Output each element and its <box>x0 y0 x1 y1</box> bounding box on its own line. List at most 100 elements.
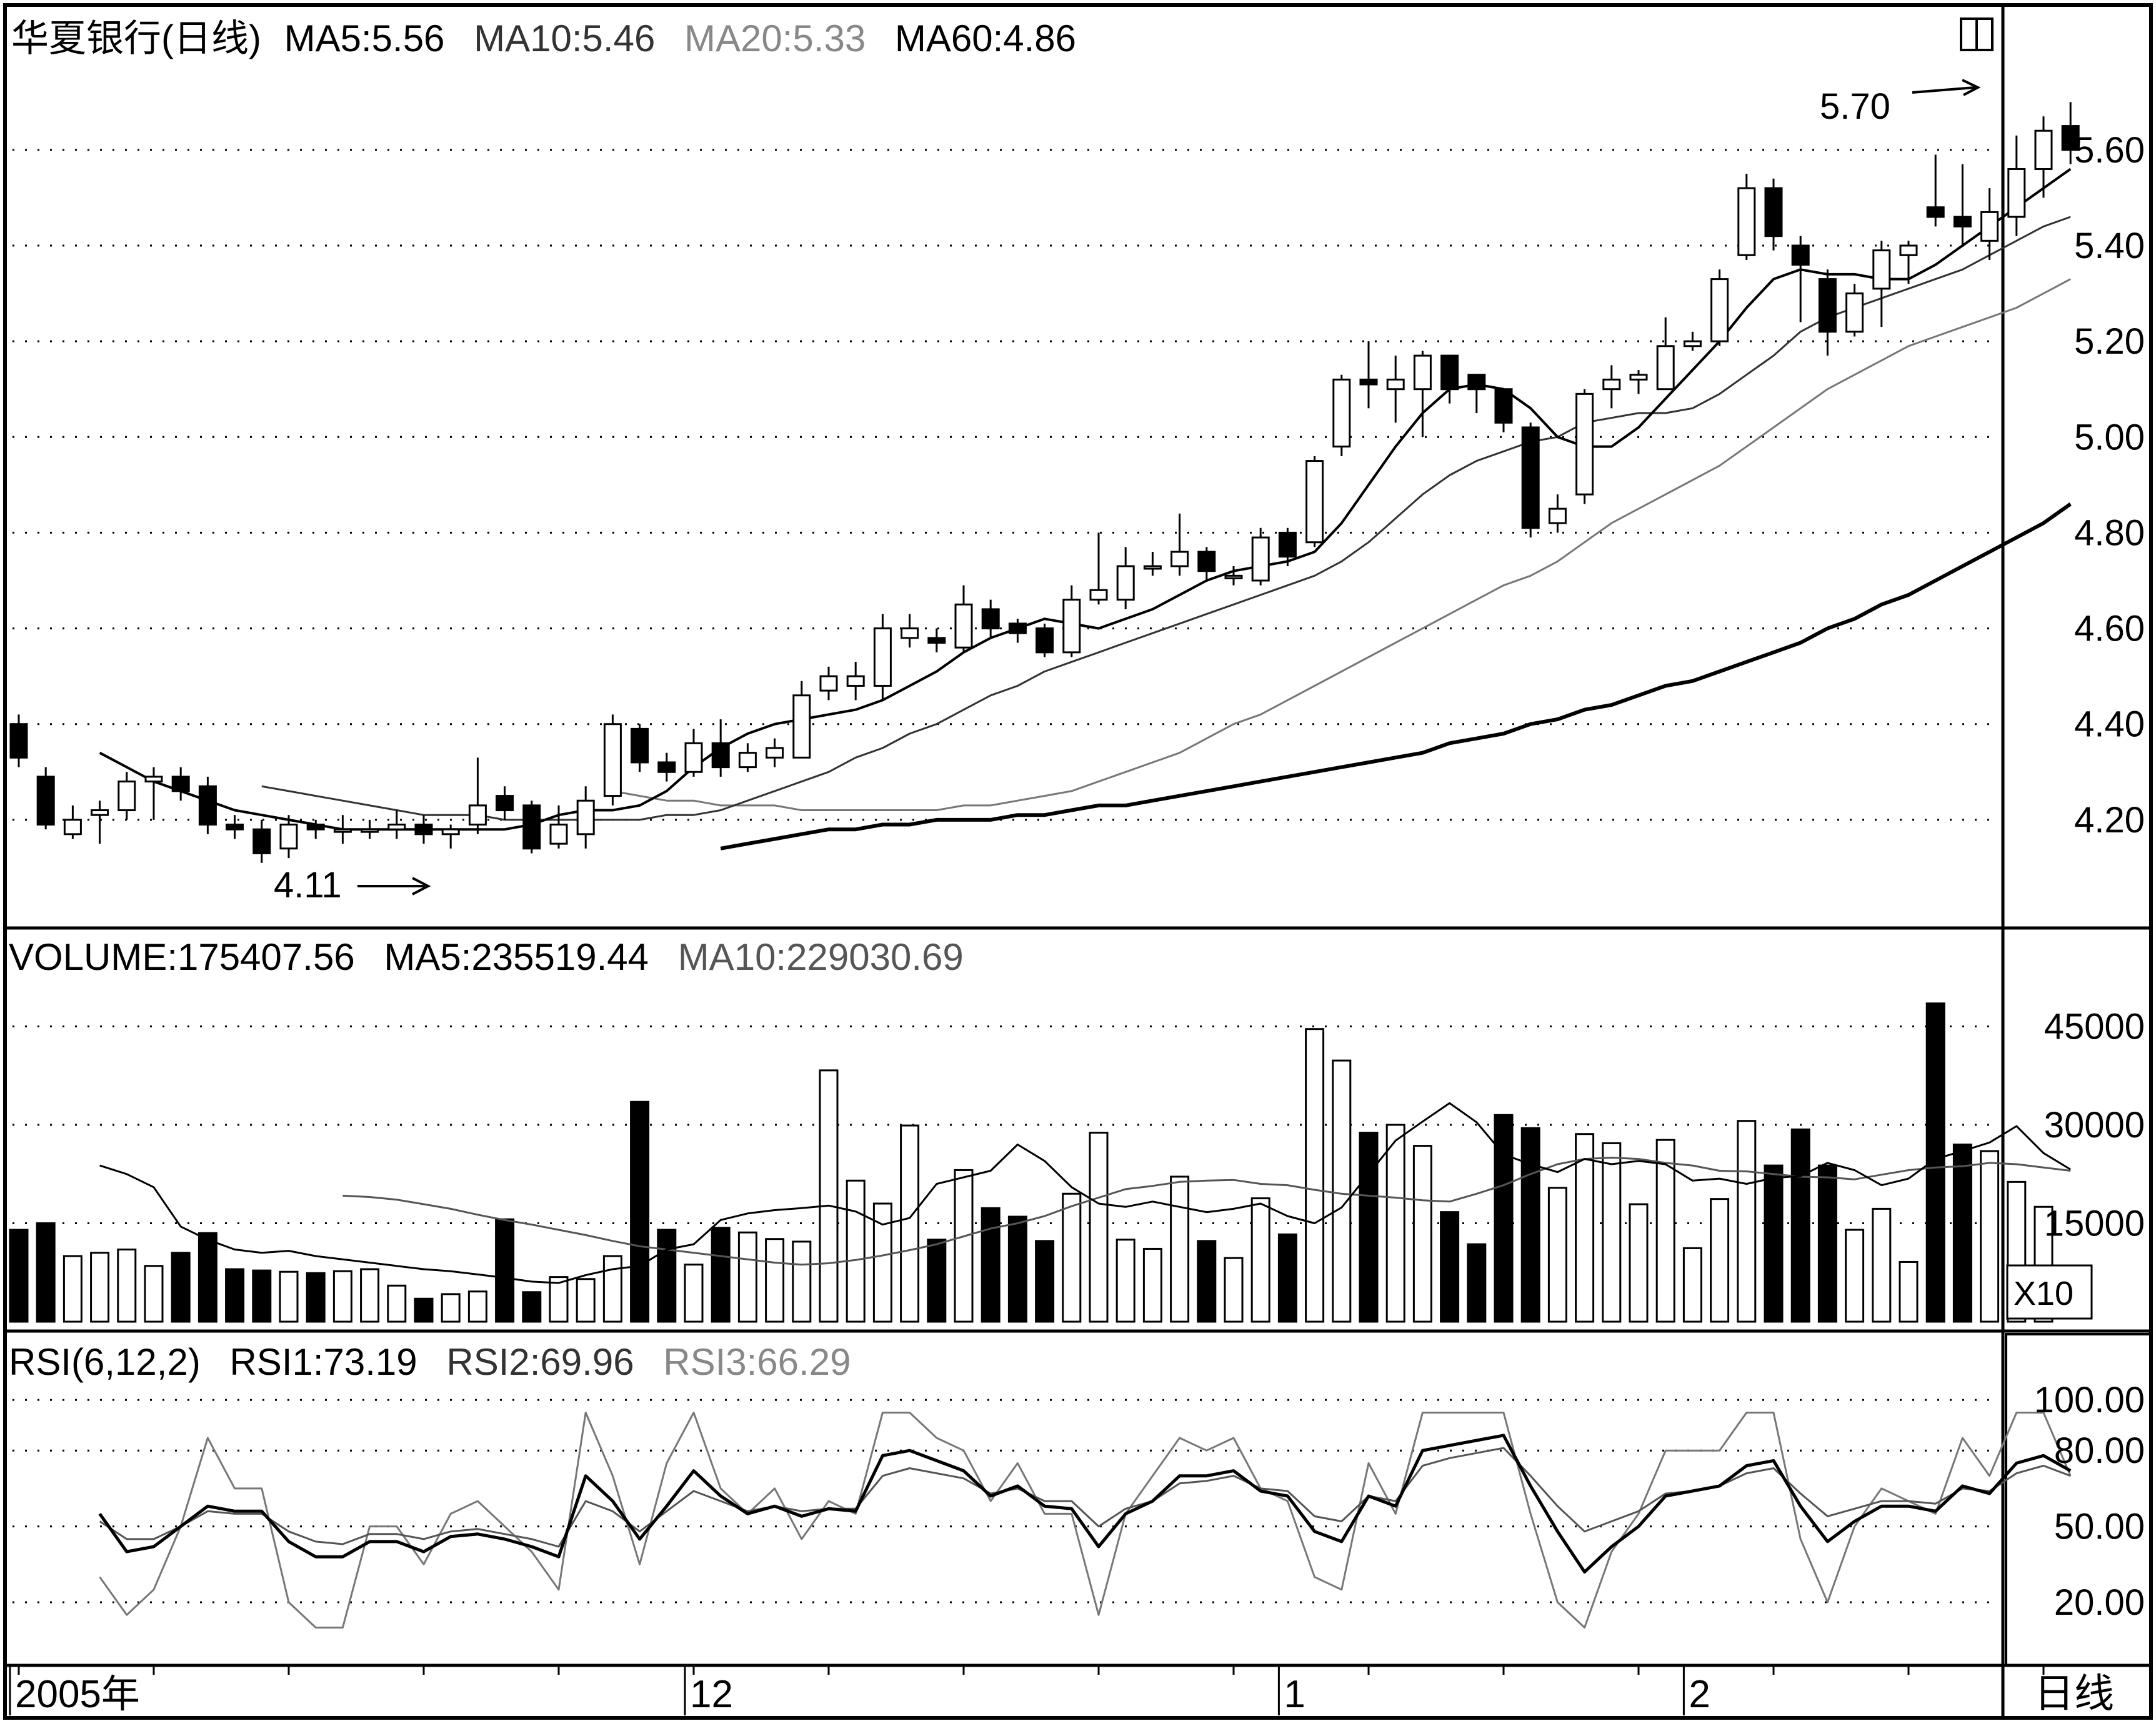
candle <box>792 681 811 759</box>
candle <box>1980 188 1999 260</box>
panel-toggle-icon[interactable] <box>1960 17 1994 51</box>
volume-bar <box>954 1169 974 1323</box>
volume-bar <box>441 1293 461 1323</box>
outer-frame <box>3 3 2153 1720</box>
candle <box>549 805 568 849</box>
volume-tick-label: 30000 <box>2044 1105 2145 1145</box>
candle <box>981 599 1000 638</box>
candle <box>766 738 784 767</box>
volume-bar <box>1115 1239 1135 1323</box>
price-tick-label: 4.20 <box>2074 800 2145 841</box>
candle <box>117 772 136 820</box>
candle <box>1872 241 1891 327</box>
candle <box>1926 154 1945 227</box>
volume-bar <box>576 1278 596 1323</box>
volume-bar <box>1737 1120 1757 1323</box>
legend-rsi-name: RSI(6,12,2) <box>9 1341 201 1383</box>
volume-bar <box>1494 1114 1514 1323</box>
rsi3-line <box>99 1447 2071 1548</box>
volume-bar <box>846 1179 866 1323</box>
candle <box>1278 527 1297 567</box>
candle <box>226 815 244 839</box>
candle <box>1521 422 1540 538</box>
volume-bar <box>1682 1247 1702 1323</box>
volume-bar <box>711 1227 731 1323</box>
volume-bar <box>36 1222 56 1323</box>
candle <box>1953 164 1972 246</box>
volume-bar <box>360 1268 380 1323</box>
ma10-line <box>261 216 2071 821</box>
volume-bar <box>630 1100 650 1323</box>
rsi-legend: RSI(6,12,2) RSI1:73.19 RSI2:69.96 RSI3:6… <box>9 1341 851 1383</box>
rsi-tick-label: 20.00 <box>2054 1582 2145 1623</box>
volume-bar <box>332 1270 352 1323</box>
volume-bar <box>602 1255 622 1323</box>
candle <box>631 724 649 772</box>
volume-bar <box>495 1218 515 1323</box>
candle <box>901 614 919 648</box>
volume-bar <box>1575 1133 1595 1323</box>
volume-bar <box>1655 1139 1675 1323</box>
legend-ma10: MA10:5.46 <box>474 17 655 59</box>
volume-moving-averages <box>99 1102 2071 1284</box>
candle <box>144 767 163 820</box>
candle <box>1143 552 1162 576</box>
candle <box>387 810 406 839</box>
volume-tick-label: 15000 <box>2044 1204 2145 1244</box>
legend-ma60: MA60:4.86 <box>895 17 1076 59</box>
volume-bar <box>467 1290 487 1323</box>
volume-bar <box>1952 1144 1972 1323</box>
candle <box>1467 374 1486 413</box>
volume-bar <box>1467 1243 1487 1323</box>
rsi-lines <box>98 1412 2072 1629</box>
volume-bar <box>414 1297 434 1323</box>
price-legend: 华夏银行(日线) MA5:5.56 MA10:5.46 MA20:5.33 MA… <box>11 17 1076 59</box>
candlesticks <box>9 102 2080 863</box>
candle <box>1116 547 1135 609</box>
legend-ma20: MA20:5.33 <box>684 17 866 59</box>
legend-rsi1: RSI1:73.19 <box>229 1341 417 1383</box>
legend-vol-ma5: MA5:235519.44 <box>384 936 649 978</box>
volume-bar <box>306 1272 326 1323</box>
x-tick-label: 1 <box>1284 1673 1305 1716</box>
ma60-line <box>720 502 2072 851</box>
volume-bar <box>1899 1260 1919 1323</box>
volume-bar <box>792 1240 812 1323</box>
volume-y-axis: 15000 30000 45000 <box>2044 1007 2145 1244</box>
volume-bar <box>1440 1211 1460 1323</box>
candle <box>846 662 865 701</box>
price-y-axis: 4.20 4.40 4.60 4.80 5.00 5.20 5.40 5.60 <box>2074 130 2145 841</box>
volume-bar <box>1412 1145 1432 1323</box>
volume-bar <box>684 1264 704 1323</box>
candle <box>2007 135 2026 236</box>
volume-bar <box>225 1268 245 1323</box>
candle <box>1710 269 1729 346</box>
volume-bars <box>9 1002 2054 1323</box>
volume-bar <box>1520 1127 1540 1323</box>
candle <box>1656 317 1675 391</box>
price-tick-label: 4.60 <box>2074 609 2145 649</box>
candle <box>954 585 973 652</box>
legend-volume: VOLUME:175407.56 <box>9 936 355 978</box>
low-value: 4.11 <box>274 865 342 905</box>
x-tick-label: 2005年 <box>15 1673 140 1716</box>
volume-legend: VOLUME:175407.56 MA5:235519.44 MA10:2290… <box>9 936 964 978</box>
low-annotation: 4.11 <box>274 865 431 905</box>
volume-bar <box>1305 1028 1325 1323</box>
candle <box>468 757 487 834</box>
candle <box>2034 116 2053 198</box>
volume-bar <box>1089 1132 1109 1323</box>
high-value: 5.70 <box>1820 86 1890 127</box>
volume-bar <box>279 1270 299 1323</box>
candle <box>198 776 217 834</box>
volume-bar <box>1142 1247 1162 1323</box>
candle <box>496 786 514 820</box>
volume-tick-label: 45000 <box>2044 1007 2145 1047</box>
volume-bar <box>1980 1150 2000 1323</box>
candle <box>1575 389 1594 504</box>
rsi1-line <box>99 1412 2072 1629</box>
candle <box>1602 365 1621 409</box>
period-label[interactable]: 日线 <box>2034 1671 2114 1716</box>
rsi-axis-frame <box>2005 1333 2152 1667</box>
